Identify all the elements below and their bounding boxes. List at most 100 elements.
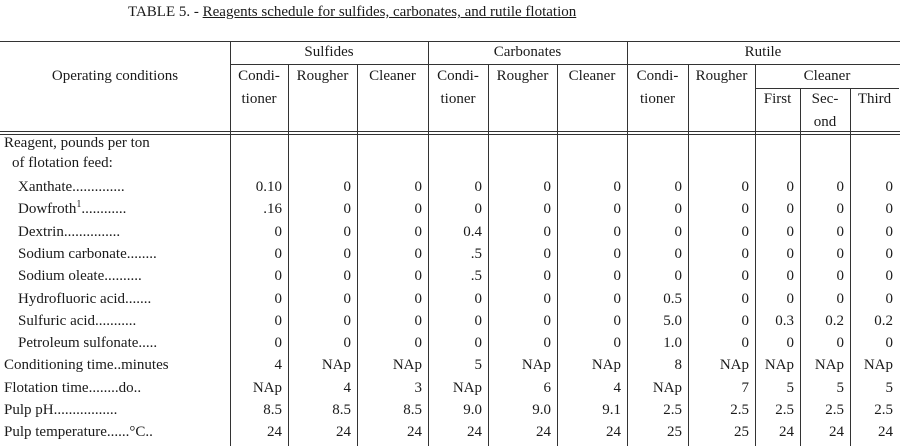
cell: 0 — [613, 245, 622, 262]
footnote-mark: 1 — [76, 199, 82, 211]
cell: 0 — [343, 290, 352, 307]
cell: 0 — [474, 335, 483, 352]
cell: 0 — [543, 268, 552, 285]
cell: 0 — [414, 223, 423, 240]
cell: 0 — [786, 268, 795, 285]
column-header: tioner — [440, 91, 476, 107]
cell: 0.3 — [775, 312, 794, 329]
cell: 0 — [274, 223, 283, 240]
cell: 0 — [836, 290, 845, 307]
cell: 0 — [274, 245, 283, 262]
cell: 4 — [343, 379, 352, 396]
rule — [288, 64, 289, 446]
rule — [688, 64, 689, 446]
cell: 0 — [343, 268, 352, 285]
cell: 0 — [786, 290, 795, 307]
rule — [488, 64, 489, 446]
rule — [428, 41, 429, 446]
cell: NAp — [252, 379, 282, 396]
cell: 24 — [467, 424, 482, 441]
cell: 0 — [414, 268, 423, 285]
cell: 0 — [613, 335, 622, 352]
group-header: Rutile — [744, 44, 782, 60]
column-header: Condi- — [238, 68, 280, 84]
cell: 0 — [786, 179, 795, 195]
column-header: ond — [813, 114, 837, 130]
cell: .5 — [470, 245, 482, 262]
cell: 7 — [741, 379, 750, 396]
column-header: tioner — [241, 91, 277, 107]
cell: 0 — [885, 223, 894, 240]
cell: 0 — [836, 335, 845, 352]
cell: 0 — [543, 312, 552, 329]
row-label: Sodium carbonate........ — [18, 245, 157, 262]
cell: 9.0 — [463, 402, 482, 418]
cell: 0 — [274, 312, 283, 329]
cell: .16 — [263, 201, 282, 218]
cell: 0 — [474, 179, 483, 195]
cell: 2.5 — [730, 402, 749, 418]
cell: 0 — [836, 268, 845, 285]
cell: 2.5 — [825, 402, 844, 418]
cell: 24 — [606, 424, 621, 441]
cell: 2.5 — [874, 402, 893, 418]
cell: 9.0 — [532, 402, 551, 418]
cell: 0 — [786, 245, 795, 262]
cell: 0 — [786, 201, 795, 218]
row-label: Sulfuric acid........... — [18, 312, 137, 329]
row-label: Hydrofluoric acid....... — [18, 290, 152, 307]
cell: 2.5 — [663, 402, 682, 418]
group-header: Sulfides — [304, 44, 354, 60]
cell: 0 — [343, 223, 352, 240]
cell: 0 — [613, 290, 622, 307]
column-header: Rougher — [296, 68, 349, 84]
cell: 0 — [613, 223, 622, 240]
cell: 0 — [741, 201, 750, 218]
cell: 0 — [414, 201, 423, 218]
cell: 0 — [741, 268, 750, 285]
cell: 0 — [836, 201, 845, 218]
cell: 4 — [613, 379, 622, 396]
cell: 0 — [543, 335, 552, 352]
cell: 5.0 — [663, 312, 682, 329]
column-header: Condi- — [636, 68, 679, 84]
rule — [627, 41, 628, 446]
cell: 0 — [274, 268, 283, 285]
cell: 1.0 — [663, 335, 682, 352]
cell: 0 — [274, 335, 283, 352]
cell: 0 — [885, 245, 894, 262]
cell: 8 — [674, 357, 683, 374]
row-label: Conditioning time..minutes — [4, 357, 169, 374]
cell: 0.5 — [663, 290, 682, 307]
cell: 0 — [343, 335, 352, 352]
cell: 0 — [474, 201, 483, 218]
cell: 3 — [414, 379, 423, 396]
cell: 0 — [543, 245, 552, 262]
row-label: Pulp pH................. — [4, 402, 118, 418]
row-label: of flotation feed: — [12, 155, 113, 171]
row-label: Flotation time........do.. — [4, 379, 142, 396]
cell: 8.5 — [263, 402, 282, 418]
cell: NAp — [392, 357, 422, 374]
cell: 0 — [836, 223, 845, 240]
row-label: Petroleum sulfonate..... — [18, 335, 158, 352]
column-header: Condi- — [437, 68, 479, 84]
rule — [755, 64, 756, 446]
column-header: Rougher — [695, 68, 748, 84]
cell: 0 — [786, 223, 795, 240]
cell: 0 — [474, 312, 483, 329]
column-header: Sec- — [811, 91, 839, 107]
cell: 25 — [667, 424, 682, 441]
cell: 0 — [613, 268, 622, 285]
cell: 24 — [336, 424, 351, 441]
row-label: Xanthate.............. — [18, 179, 125, 195]
cell: 0 — [836, 245, 845, 262]
cell: 0.2 — [825, 312, 844, 329]
table-title: TABLE 5. - Reagents schedule for sulfide… — [128, 3, 576, 21]
cell: NAp — [452, 379, 482, 396]
cell: NAp — [591, 357, 621, 374]
cell: 2.5 — [775, 402, 794, 418]
cell: 0 — [414, 179, 423, 195]
cell: 0 — [674, 201, 683, 218]
cell: 0 — [741, 179, 750, 195]
